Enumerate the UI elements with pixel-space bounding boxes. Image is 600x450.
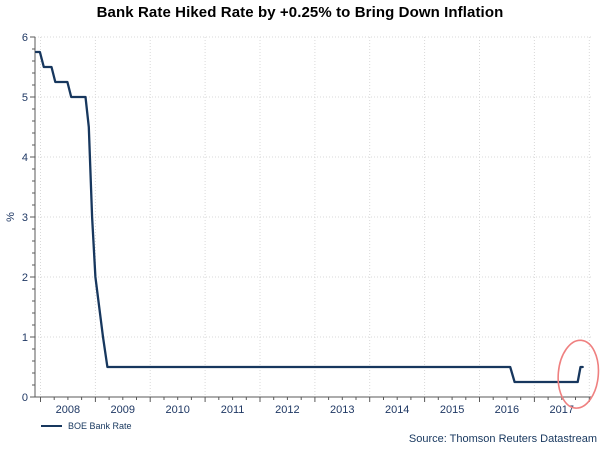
rate-line-series: [34, 50, 584, 384]
legend-line-swatch: [41, 425, 62, 427]
y-axis-unit-label: %: [5, 212, 17, 222]
x-tick-label: 2015: [440, 404, 464, 416]
y-tick-label: 4: [22, 152, 28, 164]
x-tick-label: 2010: [165, 404, 189, 416]
x-tick-label: 2014: [385, 404, 409, 416]
y-tick-label: 1: [22, 332, 28, 344]
x-tick-label: 2017: [550, 404, 574, 416]
x-tick-label: 2011: [221, 404, 245, 416]
y-tick-label: 6: [22, 32, 28, 44]
x-tick-label: 2008: [56, 404, 80, 416]
highlight-ellipse-annotation: [557, 339, 600, 409]
y-tick-label: 3: [22, 212, 28, 224]
legend-label: BOE Bank Rate: [68, 421, 132, 431]
y-tick-label: 0: [22, 392, 28, 404]
chart-title: Bank Rate Hiked Rate by +0.25% to Bring …: [96, 4, 504, 21]
x-tick-label: 2013: [330, 404, 354, 416]
source-attribution: Source: Thomson Reuters Datastream: [408, 433, 597, 445]
x-tick-label: 2016: [495, 404, 519, 416]
x-tick-label: 2009: [111, 404, 135, 416]
y-tick-label: 2: [22, 272, 28, 284]
y-tick-label: 5: [22, 92, 28, 104]
legend: BOE Bank Rate: [41, 420, 132, 432]
x-tick-label: 2012: [275, 404, 299, 416]
